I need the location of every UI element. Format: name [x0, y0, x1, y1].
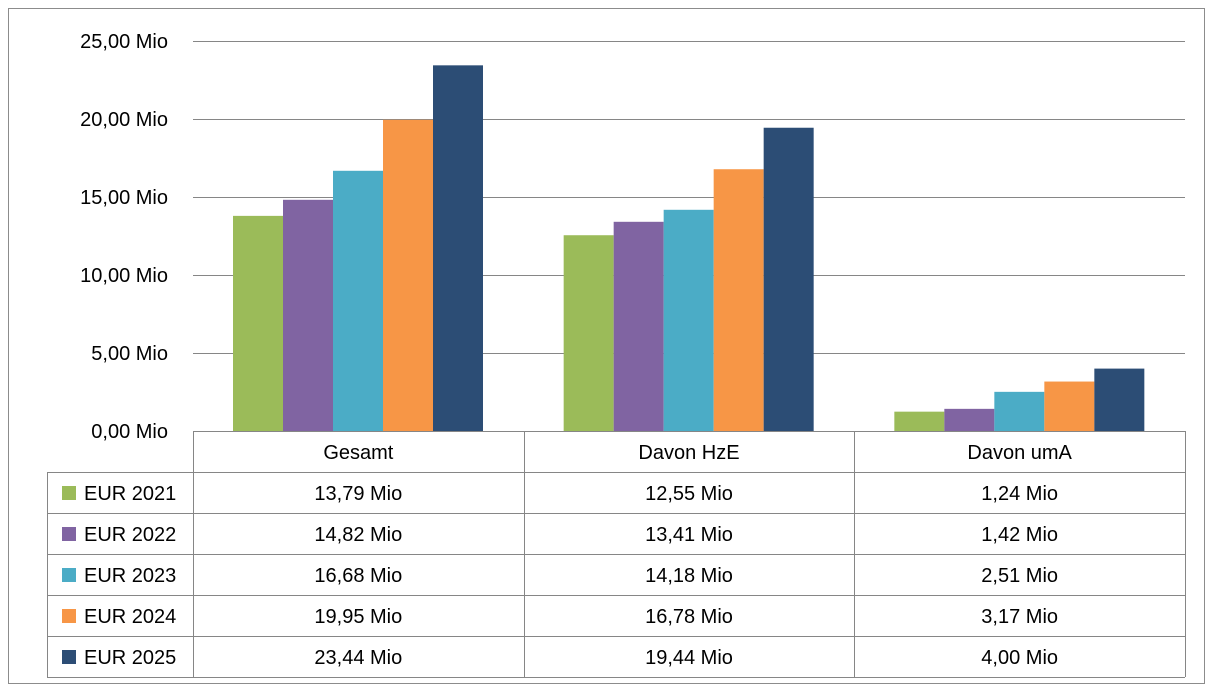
- bar-eur-2021-2: [894, 411, 945, 431]
- bar-eur-2024-0: [383, 119, 433, 431]
- bar-eur-2024-1: [713, 169, 764, 431]
- bar-eur-2022-2: [944, 408, 995, 431]
- bar-eur-2022-1: [613, 221, 664, 431]
- bar-eur-2023-0: [333, 170, 383, 432]
- data-table: Gesamt Davon HzE Davon umA EUR 2021 13,79 Mi…: [47, 431, 1186, 678]
- bars: [233, 65, 1145, 432]
- data-label: 19,95 Mio: [314, 606, 402, 628]
- legend-swatch: [62, 609, 76, 623]
- bar-eur-2025-0: [433, 65, 483, 431]
- y-tick-label: 20,00 Mio: [80, 109, 168, 131]
- legend-swatch: [62, 486, 76, 500]
- category-label: Davon HzE: [638, 442, 739, 464]
- legend-label: EUR 2022: [84, 524, 176, 546]
- data-label: 12,55 Mio: [645, 483, 733, 505]
- y-tick-label: 15,00 Mio: [80, 187, 168, 209]
- category-label: Davon umA: [967, 442, 1072, 464]
- chart-frame: [8, 8, 1205, 684]
- data-label: 13,41 Mio: [645, 524, 733, 546]
- data-label: 1,24 Mio: [981, 483, 1058, 505]
- y-tick-label: 5,00 Mio: [91, 343, 168, 365]
- legend-swatch: [62, 568, 76, 582]
- data-label: 19,44 Mio: [645, 647, 733, 669]
- data-label: 14,18 Mio: [645, 565, 733, 587]
- category-label: Gesamt: [323, 442, 393, 464]
- bar-eur-2021-0: [233, 215, 283, 431]
- bar-eur-2021-1: [563, 235, 614, 431]
- bar-eur-2024-2: [1044, 381, 1095, 431]
- y-axis-tick-labels: 0,00 Mio 5,00 Mio 10,00 Mio 15,00 Mio 20,00 …: [80, 31, 168, 443]
- legend-label: EUR 2024: [84, 606, 176, 628]
- data-label: 14,82 Mio: [314, 524, 402, 546]
- bar-eur-2025-1: [763, 127, 814, 432]
- bar-eur-2025-2: [1094, 368, 1145, 431]
- data-label: 4,00 Mio: [981, 647, 1058, 669]
- data-label: 13,79 Mio: [314, 483, 402, 505]
- data-label: 2,51 Mio: [981, 565, 1058, 587]
- bar-eur-2023-2: [994, 391, 1045, 431]
- data-label: 16,78 Mio: [645, 606, 733, 628]
- y-tick-label: 0,00 Mio: [91, 421, 168, 443]
- data-label: 16,68 Mio: [314, 565, 402, 587]
- legend-swatch: [62, 650, 76, 664]
- legend-label: EUR 2021: [84, 483, 176, 505]
- data-label: 3,17 Mio: [981, 606, 1058, 628]
- bar-eur-2022-0: [283, 199, 333, 431]
- data-label: 23,44 Mio: [314, 647, 402, 669]
- y-tick-label: 25,00 Mio: [80, 31, 168, 53]
- data-label: 1,42 Mio: [981, 524, 1058, 546]
- chart-border: [8, 8, 1205, 684]
- bar-eur-2023-1: [663, 209, 714, 431]
- legend-label: EUR 2023: [84, 565, 176, 587]
- legend-swatch: [62, 527, 76, 541]
- legend-label: EUR 2025: [84, 647, 176, 669]
- y-tick-label: 10,00 Mio: [80, 265, 168, 287]
